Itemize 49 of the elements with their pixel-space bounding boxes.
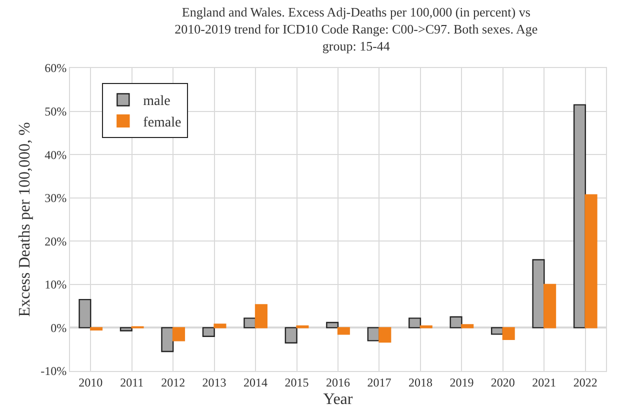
bar xyxy=(244,318,256,328)
bar xyxy=(326,322,339,328)
bar xyxy=(202,327,215,337)
bar xyxy=(408,318,422,328)
bar xyxy=(78,298,92,328)
bar xyxy=(378,327,392,343)
bar xyxy=(584,194,598,328)
y-axis-title: Excess Deaths per 100,000, % xyxy=(16,122,34,317)
x-tick-label: 2022 xyxy=(573,375,598,390)
y-tick-label: 50% xyxy=(44,104,67,118)
bar xyxy=(367,327,380,342)
x-tick-label: 2011 xyxy=(120,375,144,390)
bar xyxy=(172,327,186,342)
bar xyxy=(461,324,474,328)
x-tick-label: 2015 xyxy=(284,375,309,390)
x-tick-label: 2016 xyxy=(326,375,350,390)
y-tick-label: 0% xyxy=(50,320,67,335)
x-tick-label: 2013 xyxy=(202,375,226,390)
y-tick-label: 10% xyxy=(44,278,67,292)
x-axis-title: Year xyxy=(323,391,354,408)
bar xyxy=(337,327,350,335)
bar xyxy=(532,259,545,328)
bar xyxy=(90,327,103,330)
x-tick-label: 2019 xyxy=(450,375,474,390)
y-tick-label: -10% xyxy=(40,364,67,378)
chart-title: England and Wales. Excess Adj-Deaths per 100,000 (in percent) vs 2010-2019 trend for ICD10 Code Range: C00->C97. Both sexes. Age group: 15-44 xyxy=(174,4,538,54)
x-tick-label: 2014 xyxy=(244,375,268,390)
bar xyxy=(544,284,556,328)
y-tick-label: 60% xyxy=(44,61,67,76)
bar xyxy=(502,327,515,340)
bar xyxy=(214,324,226,328)
y-tick-label: 30% xyxy=(44,191,67,206)
legend-label: female xyxy=(143,115,182,130)
legend-label: male xyxy=(143,94,170,110)
y-tick-label: 20% xyxy=(44,234,67,248)
bar xyxy=(120,327,132,332)
bar xyxy=(450,316,462,328)
x-tick-label: 2018 xyxy=(408,375,432,390)
bar xyxy=(161,327,174,352)
bar xyxy=(254,304,268,328)
bar xyxy=(573,104,586,328)
x-tick-label: 2021 xyxy=(532,375,556,390)
y-tick-label: 40% xyxy=(44,148,67,162)
bar xyxy=(284,327,298,344)
x-tick-label: 2020 xyxy=(490,375,515,390)
x-tick-label: 2017 xyxy=(367,375,392,390)
bar xyxy=(490,327,504,335)
x-tick-label: 2012 xyxy=(161,375,186,390)
x-tick-label: 2010 xyxy=(78,375,103,390)
